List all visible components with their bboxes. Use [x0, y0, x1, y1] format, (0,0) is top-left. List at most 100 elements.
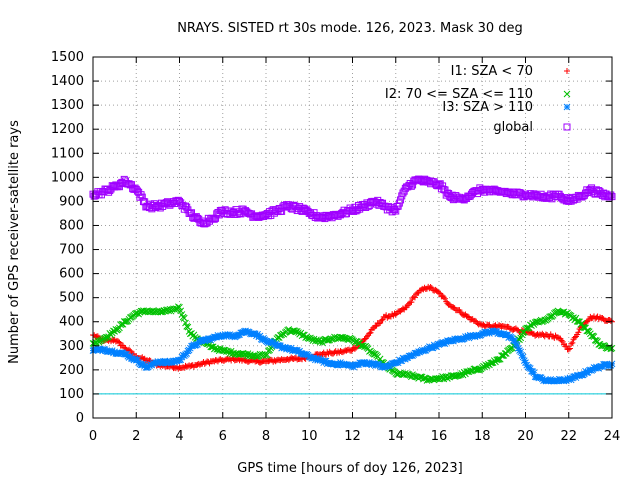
data-point-interp — [519, 353, 527, 361]
y-tick-label: 400 — [59, 315, 84, 330]
data-point-interp — [476, 320, 483, 327]
x-tick-label: 16 — [431, 429, 448, 444]
data-point-interp — [217, 356, 224, 363]
data-point-interp — [243, 208, 251, 216]
data-point-interp — [196, 337, 204, 344]
data-point-interp — [362, 203, 370, 211]
data-point-interp — [569, 339, 576, 346]
data-point-interp — [483, 186, 491, 194]
data-point-interp — [367, 329, 374, 336]
data-point-interp — [405, 181, 413, 189]
legend: I1: SZA < 70 I2: 70 <= SZA <= 110 I3: SZ… — [385, 64, 571, 135]
y-tick-label: 900 — [59, 194, 84, 209]
data-point-interp — [461, 194, 469, 202]
legend-marker-0 — [564, 68, 570, 74]
data-point-interp — [421, 175, 429, 183]
x-tick-label: 22 — [560, 429, 577, 444]
data-point-interp — [207, 215, 215, 223]
legend-label-global: global — [493, 120, 533, 135]
data-point-interp — [291, 202, 299, 210]
data-point-interp — [177, 356, 185, 364]
data-point-interp — [436, 180, 444, 188]
data-point-interp — [526, 365, 534, 372]
data-point-interp — [423, 377, 431, 384]
data-point-interp — [517, 348, 525, 356]
data-point-interp — [427, 283, 434, 290]
data-point-interp — [142, 364, 150, 371]
data-point-interp — [530, 321, 538, 328]
data-point-interp — [315, 355, 323, 362]
data-point-interp — [191, 213, 199, 221]
data-point-interp — [239, 329, 247, 336]
data-point-interp — [488, 327, 496, 334]
data-point-interp — [411, 294, 418, 301]
data-point-interp — [470, 187, 478, 195]
data-point-interp — [514, 345, 522, 352]
legend-label-i2: I2: 70 <= SZA <= 110 — [385, 87, 533, 102]
x-tick-label: 14 — [387, 429, 404, 444]
data-point-interp — [138, 193, 146, 201]
data-point-interp — [183, 350, 191, 357]
data-point-interp — [399, 189, 407, 197]
data-point-interp — [466, 192, 474, 200]
data-point-interp — [99, 347, 106, 355]
data-point-interp — [530, 369, 538, 377]
data-point-interp — [184, 363, 191, 370]
data-point-interp — [335, 361, 343, 369]
data-point-interp — [140, 360, 147, 368]
data-point-interp — [272, 340, 279, 348]
data-point-interp — [589, 366, 597, 373]
data-point-interp — [464, 332, 472, 340]
data-point-interp — [510, 337, 517, 344]
data-point-interp — [575, 372, 582, 379]
data-point-interp — [534, 318, 541, 326]
y-tick-label: 100 — [59, 387, 84, 402]
data-point-interp — [185, 346, 193, 354]
data-point-interp — [541, 316, 549, 324]
data-point-interp — [106, 186, 114, 194]
data-point-interp — [156, 204, 164, 212]
data-point-interp — [296, 203, 304, 211]
data-point-interp — [125, 180, 133, 188]
data-point-interp — [332, 210, 340, 218]
data-point-interp — [439, 182, 447, 190]
x-tick-label: 8 — [262, 429, 270, 444]
y-tick-label: 1300 — [51, 98, 84, 113]
data-point-interp — [508, 334, 516, 342]
x-tick-label: 20 — [517, 429, 534, 444]
data-point-interp — [169, 198, 177, 206]
legend-marker-2 — [563, 103, 571, 111]
data-point — [522, 359, 529, 367]
data-point-interp — [563, 343, 570, 350]
x-tick-label: 6 — [219, 429, 227, 444]
data-point-interp — [397, 196, 405, 204]
data-point-interp — [376, 198, 384, 206]
data-point-interp — [174, 303, 182, 311]
data-point-interp — [326, 336, 334, 344]
data-point-interp — [363, 333, 370, 340]
data-point-interp — [568, 340, 575, 347]
y-tick-label: 500 — [59, 291, 84, 306]
data-point-interp — [334, 212, 342, 220]
data-point-interp — [606, 193, 614, 201]
data-point-interp — [578, 193, 586, 201]
data-point-interp — [229, 332, 236, 340]
data-point-interp — [283, 345, 290, 353]
data-point-interp — [215, 211, 223, 219]
data-point-interp — [558, 337, 565, 344]
data-point-interp — [453, 372, 461, 380]
data-point-interp — [494, 187, 502, 195]
data-point-interp — [607, 191, 615, 199]
data-point-interp — [253, 353, 260, 361]
x-tick-label: 10 — [301, 429, 318, 444]
data-point-interp — [190, 214, 198, 222]
data-point-interp — [442, 295, 449, 302]
x-tick-label: 0 — [89, 429, 97, 444]
y-tick-label: 200 — [59, 363, 84, 378]
data-point-interp — [433, 287, 440, 294]
data-point-interp — [607, 362, 615, 369]
legend-markers — [563, 68, 571, 131]
data-point-interp — [203, 219, 211, 227]
data-point-interp — [564, 375, 571, 382]
